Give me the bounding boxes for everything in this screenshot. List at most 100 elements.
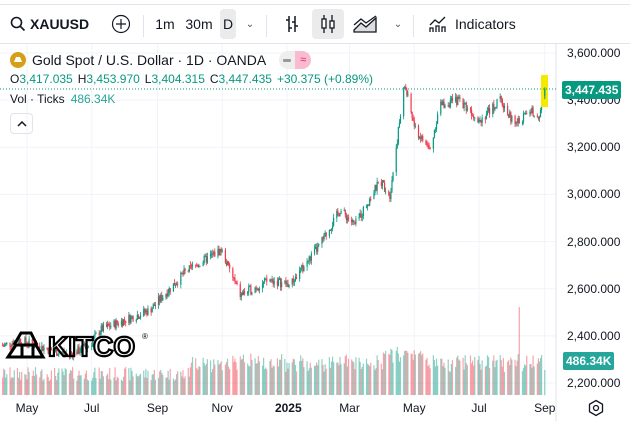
volume-label[interactable]: Vol · Ticks xyxy=(10,92,65,106)
candle-body xyxy=(221,249,223,252)
volume-bar xyxy=(213,359,215,395)
candle-body xyxy=(5,343,7,345)
legend: Gold Spot / U.S. Dollar · 1D · OANDA ≈ O… xyxy=(10,51,373,134)
interval-d[interactable]: D xyxy=(220,9,236,39)
candle-body xyxy=(20,339,22,344)
candle-body xyxy=(49,346,51,349)
time-axis-label: May xyxy=(15,401,39,415)
high-value: 3,453.970 xyxy=(86,72,140,86)
candle-body xyxy=(150,308,152,313)
price-axis-label: 2,400.000 xyxy=(567,328,621,343)
candle-body xyxy=(538,116,541,119)
volume-bar xyxy=(307,371,309,395)
symbol-title[interactable]: Gold Spot / U.S. Dollar · 1D · OANDA xyxy=(32,52,267,68)
candle-body xyxy=(229,264,231,269)
volume-bar xyxy=(271,367,273,395)
candle-body xyxy=(365,206,368,208)
symbol-search[interactable]: XAUUSD xyxy=(10,9,89,39)
volume-bar xyxy=(58,368,60,395)
price-axis-label: 3,200.000 xyxy=(567,140,621,155)
candle-body xyxy=(265,278,267,280)
chart-settings-icon[interactable] xyxy=(587,399,605,422)
candle-body xyxy=(470,110,473,116)
volume-bar xyxy=(154,379,156,395)
volume-bar xyxy=(374,369,376,395)
volume-bar xyxy=(205,363,207,395)
candle-body xyxy=(247,291,249,294)
candle-body xyxy=(86,346,89,349)
volume-bar xyxy=(116,376,118,395)
volume-bar xyxy=(536,363,538,395)
candle-body xyxy=(278,278,281,280)
visibility-toggle[interactable]: ≈ xyxy=(279,51,312,69)
volume-bar xyxy=(102,376,104,395)
volume-bar xyxy=(143,370,145,395)
volume-bar xyxy=(316,362,318,395)
bar-chart-icon[interactable] xyxy=(279,9,305,39)
candle-body xyxy=(448,105,450,108)
volume-bar xyxy=(413,350,415,395)
time-axis-label: Mar xyxy=(339,401,360,415)
volume-bar xyxy=(501,366,503,395)
candle-body xyxy=(360,213,362,218)
candle-body xyxy=(76,351,78,355)
volume-bar xyxy=(26,379,28,395)
candle-body xyxy=(516,122,518,124)
candle-body xyxy=(355,218,357,224)
candle-body xyxy=(499,96,501,100)
chart-type-dropdown[interactable]: ⌄ xyxy=(393,18,403,30)
candle-body xyxy=(380,182,382,186)
volume-bar xyxy=(64,368,66,395)
volume-bar xyxy=(502,358,504,395)
candle-body xyxy=(492,103,494,115)
volume-bar xyxy=(368,364,370,395)
volume-bar xyxy=(336,362,338,395)
candle-body xyxy=(232,268,234,278)
candle-body xyxy=(495,106,497,108)
volume-bar xyxy=(77,375,79,395)
volume-bar xyxy=(344,356,346,395)
volume-bar xyxy=(48,380,50,395)
interval-1m[interactable]: 1m xyxy=(155,16,175,32)
volume-bar xyxy=(136,376,138,395)
volume-bar xyxy=(308,368,310,395)
candle-body xyxy=(165,293,167,298)
chevron-down-icon[interactable]: ⌄ xyxy=(245,18,255,30)
volume-bar xyxy=(511,359,513,395)
interval-30m[interactable]: 30m xyxy=(185,16,213,32)
area-chart-icon[interactable] xyxy=(352,9,378,39)
volume-bar xyxy=(392,362,394,395)
candle-body xyxy=(414,125,416,127)
volume-bar xyxy=(345,354,347,395)
indicators-button[interactable]: Indicators xyxy=(428,9,516,39)
candle-body xyxy=(249,285,251,287)
volume-bar xyxy=(190,362,193,395)
candle-body xyxy=(196,264,198,266)
volume-bar xyxy=(124,368,126,395)
search-icon xyxy=(10,16,26,32)
candle-body xyxy=(93,336,95,341)
volume-bar xyxy=(457,355,459,395)
collapse-legend-button[interactable] xyxy=(10,113,33,134)
candle-body xyxy=(239,284,241,297)
compare-button[interactable] xyxy=(109,9,133,39)
candle-body xyxy=(147,308,149,315)
candle-body xyxy=(508,114,510,118)
volume-bar xyxy=(235,362,237,395)
candle-body xyxy=(184,268,186,271)
price-axis-label: 2,200.000 xyxy=(567,376,621,390)
volume-bar xyxy=(35,374,38,395)
candle-body xyxy=(529,111,531,114)
volume-bar xyxy=(360,369,362,395)
volume-bar xyxy=(355,357,357,395)
volume-bar xyxy=(385,350,387,395)
candle-body xyxy=(241,292,243,295)
candle-body xyxy=(395,147,397,173)
volume-bar xyxy=(478,355,480,395)
volume-bar xyxy=(398,361,401,395)
volume-bar xyxy=(366,363,369,395)
candlestick-icon[interactable] xyxy=(312,9,344,39)
volume-bar xyxy=(217,360,219,395)
volume-bar xyxy=(256,363,258,395)
